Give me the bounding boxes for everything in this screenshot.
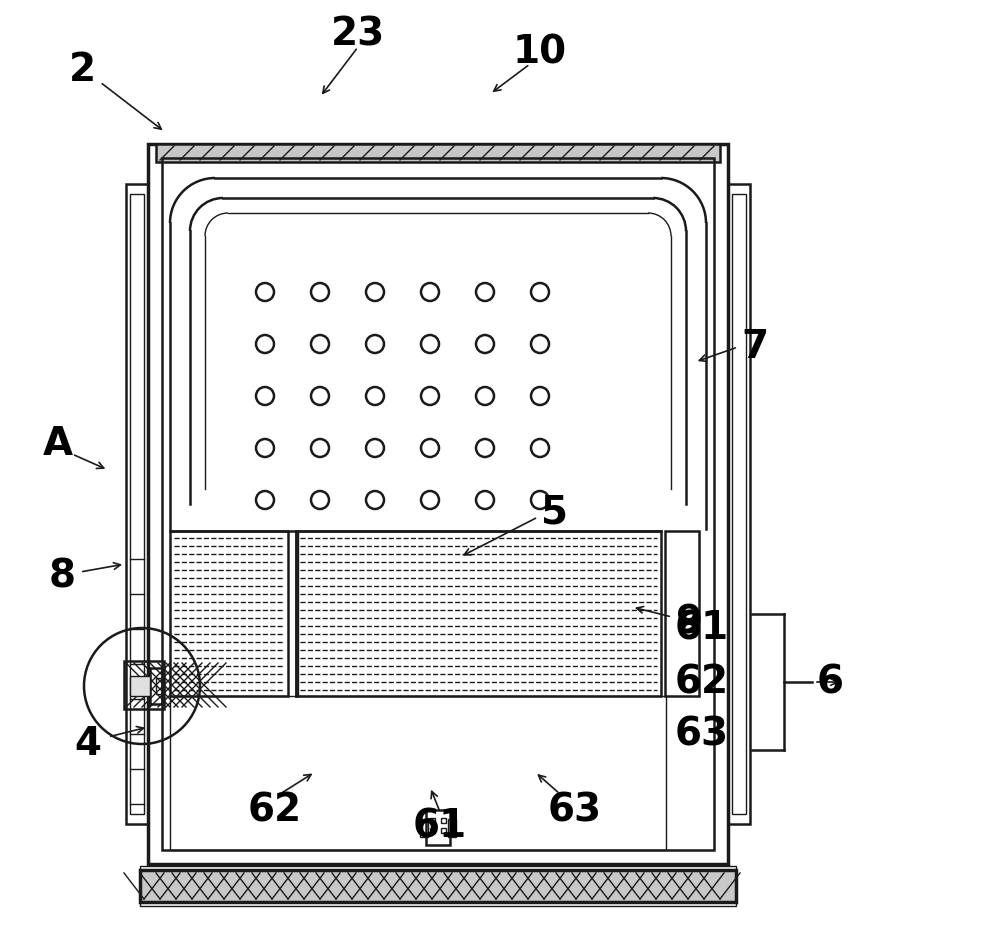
Text: 61: 61 xyxy=(413,808,467,846)
Bar xyxy=(448,819,456,837)
Bar xyxy=(420,819,428,837)
Bar xyxy=(156,144,720,162)
Text: 7: 7 xyxy=(741,328,769,366)
Bar xyxy=(296,531,661,696)
Bar xyxy=(126,184,148,824)
Text: 4: 4 xyxy=(74,725,102,763)
Bar xyxy=(140,866,736,870)
Text: 61: 61 xyxy=(675,610,729,648)
Bar xyxy=(426,810,450,845)
Text: 5: 5 xyxy=(542,493,568,531)
Bar xyxy=(732,194,746,814)
Bar xyxy=(140,902,736,906)
Bar xyxy=(130,194,144,814)
Bar xyxy=(170,696,666,850)
Text: 6: 6 xyxy=(816,663,844,701)
Text: 62: 62 xyxy=(248,791,302,829)
Bar xyxy=(430,818,435,823)
Bar xyxy=(665,531,699,696)
Text: 63: 63 xyxy=(675,716,729,754)
Text: A: A xyxy=(43,425,73,463)
Bar xyxy=(162,158,714,850)
Text: 62: 62 xyxy=(675,663,729,701)
Bar xyxy=(441,818,446,823)
Bar xyxy=(441,828,446,833)
Bar xyxy=(124,661,164,709)
Bar xyxy=(430,828,435,833)
Text: 10: 10 xyxy=(513,33,567,71)
Bar xyxy=(140,870,736,902)
Bar xyxy=(156,678,164,694)
Text: 2: 2 xyxy=(68,51,96,89)
Bar xyxy=(170,531,288,696)
Text: 23: 23 xyxy=(331,15,385,53)
Bar xyxy=(148,144,728,864)
Bar xyxy=(150,668,162,704)
Text: 8: 8 xyxy=(48,558,76,596)
Bar xyxy=(130,676,150,696)
Bar xyxy=(728,184,750,824)
Text: 63: 63 xyxy=(548,791,602,829)
Text: 9: 9 xyxy=(676,603,704,641)
